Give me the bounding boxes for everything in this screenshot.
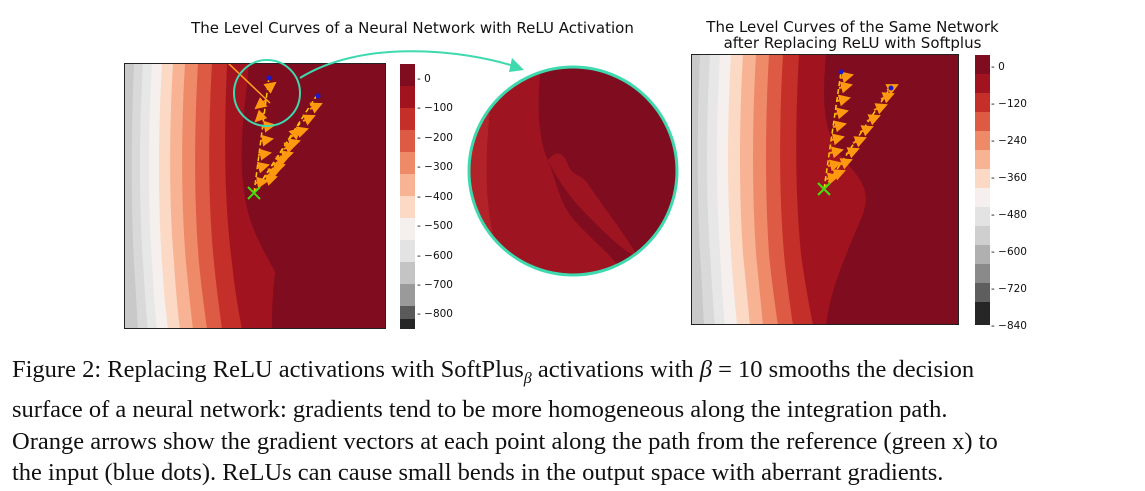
caption-line-4: the input (blue dots). ReLUs can cause s… — [12, 459, 944, 487]
zoom-connector — [233, 50, 524, 127]
right-colorbar — [975, 55, 990, 325]
right-colorbar-tick: - −120 — [991, 98, 1027, 110]
right-colorbar-tick: - −480 — [991, 209, 1027, 221]
right-colorbar-tick: - −840 — [991, 320, 1027, 332]
left-colorbar-tick: - −200 — [417, 132, 453, 144]
right-plot-title-line2: after Replacing ReLU with Softplus — [723, 34, 982, 52]
right-colorbar-tick: - −600 — [991, 246, 1027, 258]
left-contour-plot — [124, 63, 386, 329]
right-contour-plot — [691, 54, 959, 325]
right-colorbar-tick: - −240 — [991, 135, 1027, 147]
zoomed-detail-circle — [467, 65, 679, 277]
right-colorbar-tick: - 0 — [991, 61, 1005, 73]
left-colorbar-tick: - −400 — [417, 191, 453, 203]
caption-line-1: Figure 2: Replacing ReLU activations wit… — [12, 356, 975, 387]
left-colorbar-tick: - −300 — [417, 161, 453, 173]
left-colorbar-tick: - −100 — [417, 102, 453, 114]
left-colorbar-tick: - −600 — [417, 250, 453, 262]
left-colorbar-tick: - −700 — [417, 279, 453, 291]
left-colorbar-tick: - 0 — [417, 73, 431, 85]
input-marker — [315, 93, 321, 99]
left-colorbar-tick: - −500 — [417, 220, 453, 232]
caption-line-2: surface of a neural network: gradients t… — [12, 396, 948, 424]
input-marker — [838, 69, 844, 75]
left-colorbar-tick: - −800 — [417, 308, 453, 320]
input-marker — [888, 85, 894, 91]
right-colorbar-tick: - −360 — [991, 172, 1027, 184]
right-colorbar-tick: - −720 — [991, 283, 1027, 295]
left-colorbar — [400, 64, 415, 329]
reference-marker — [247, 186, 261, 200]
left-plot-title: The Level Curves of a Neural Network wit… — [191, 19, 634, 37]
figure-caption: Figure 2: Replacing ReLU activations wit… — [12, 354, 1138, 489]
reference-marker — [817, 182, 831, 196]
right-plot-title-line1: The Level Curves of the Same Network — [706, 18, 999, 36]
caption-line-3: Orange arrows show the gradient vectors … — [12, 427, 998, 455]
input-marker — [266, 75, 272, 81]
